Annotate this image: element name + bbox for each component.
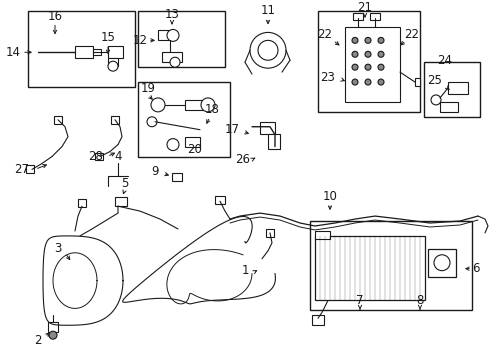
Bar xyxy=(108,46,123,58)
Text: 26: 26 xyxy=(236,153,250,166)
Text: 4: 4 xyxy=(114,150,122,163)
Circle shape xyxy=(434,255,450,271)
Circle shape xyxy=(170,57,180,67)
Circle shape xyxy=(365,79,371,85)
Bar xyxy=(353,13,363,19)
Text: 27: 27 xyxy=(15,163,29,176)
Text: 13: 13 xyxy=(165,8,179,21)
Text: 8: 8 xyxy=(416,294,424,307)
Text: 18: 18 xyxy=(204,103,220,116)
Bar xyxy=(138,82,230,157)
Text: 25: 25 xyxy=(428,73,442,86)
Bar xyxy=(415,78,420,86)
Bar xyxy=(424,62,480,117)
Circle shape xyxy=(49,331,57,339)
Circle shape xyxy=(108,61,118,71)
Circle shape xyxy=(167,30,179,41)
Circle shape xyxy=(365,51,371,57)
Bar xyxy=(111,116,119,124)
Bar xyxy=(138,10,225,67)
Text: 24: 24 xyxy=(438,54,452,67)
Bar xyxy=(26,166,34,174)
Bar xyxy=(215,196,225,204)
Circle shape xyxy=(365,64,371,70)
Text: 7: 7 xyxy=(356,294,364,307)
Circle shape xyxy=(365,37,371,43)
Bar xyxy=(268,134,280,149)
Text: 16: 16 xyxy=(48,10,63,23)
Bar xyxy=(158,31,170,40)
Bar xyxy=(315,231,330,239)
Bar xyxy=(428,249,456,276)
Text: 2: 2 xyxy=(34,334,42,347)
Text: 14: 14 xyxy=(5,46,21,59)
Text: 10: 10 xyxy=(322,190,338,203)
Circle shape xyxy=(352,79,358,85)
Text: 28: 28 xyxy=(89,150,103,163)
Circle shape xyxy=(378,37,384,43)
Bar xyxy=(28,10,135,87)
Text: 3: 3 xyxy=(54,242,62,255)
Text: 15: 15 xyxy=(100,31,116,44)
Text: 5: 5 xyxy=(122,177,129,190)
Circle shape xyxy=(258,40,278,60)
Circle shape xyxy=(352,64,358,70)
Text: 1: 1 xyxy=(241,264,249,277)
Circle shape xyxy=(352,37,358,43)
Text: 20: 20 xyxy=(188,143,202,156)
Bar xyxy=(108,58,118,66)
Text: 22: 22 xyxy=(318,28,333,41)
Bar xyxy=(448,82,468,94)
Bar xyxy=(172,174,182,181)
Text: 22: 22 xyxy=(405,28,419,41)
Circle shape xyxy=(250,32,286,68)
Bar xyxy=(310,221,472,310)
Bar xyxy=(260,122,275,134)
Circle shape xyxy=(147,117,157,127)
Text: 9: 9 xyxy=(151,165,159,178)
Bar xyxy=(54,116,62,124)
Circle shape xyxy=(378,79,384,85)
Bar xyxy=(115,197,127,206)
Text: 23: 23 xyxy=(320,71,336,84)
Text: 11: 11 xyxy=(261,4,275,17)
Circle shape xyxy=(167,139,179,150)
Bar xyxy=(78,199,86,207)
Bar xyxy=(95,153,103,161)
Circle shape xyxy=(201,98,215,112)
Bar xyxy=(162,52,182,62)
Bar xyxy=(370,13,380,19)
Circle shape xyxy=(378,64,384,70)
Bar xyxy=(312,315,324,325)
Circle shape xyxy=(151,98,165,112)
Bar xyxy=(318,10,420,112)
Text: 17: 17 xyxy=(224,123,240,136)
Bar xyxy=(93,49,101,55)
Text: 19: 19 xyxy=(141,81,155,95)
Bar xyxy=(75,46,93,58)
Bar xyxy=(185,137,200,147)
Bar xyxy=(440,102,458,112)
Circle shape xyxy=(352,51,358,57)
Bar xyxy=(185,100,205,110)
Bar xyxy=(345,27,400,102)
Circle shape xyxy=(431,95,441,105)
Bar xyxy=(315,236,425,301)
Text: 12: 12 xyxy=(132,34,147,47)
Text: 6: 6 xyxy=(472,262,480,275)
Bar xyxy=(48,322,58,332)
Text: 21: 21 xyxy=(358,1,372,14)
Bar xyxy=(266,229,274,237)
Circle shape xyxy=(378,51,384,57)
